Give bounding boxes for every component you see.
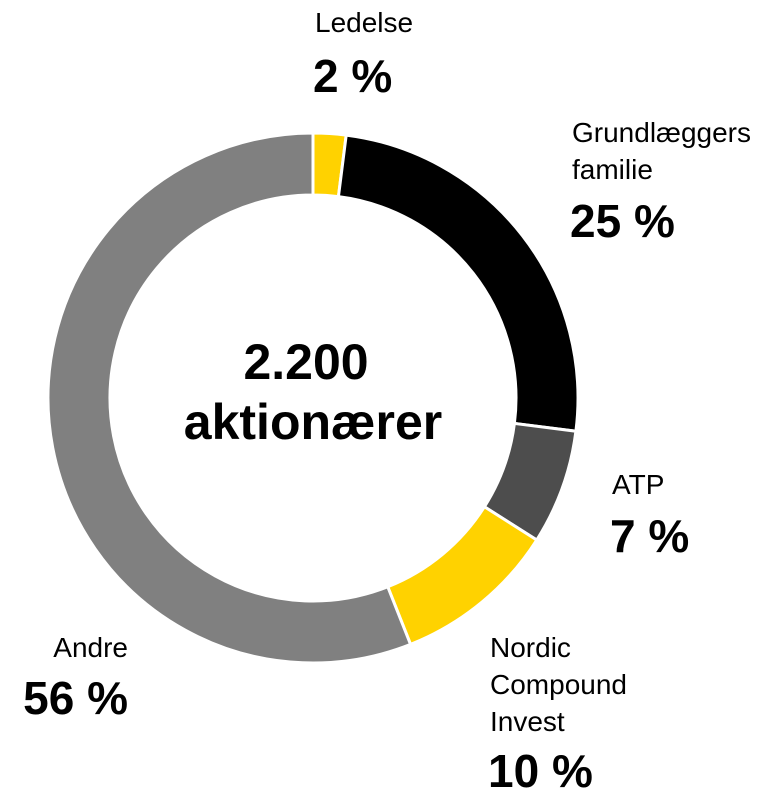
center-text-line: 2.200 bbox=[243, 334, 382, 390]
slice-name: Andre bbox=[53, 632, 128, 663]
slice-name: Grundlæggers familie bbox=[572, 117, 759, 185]
slice-name-line: Invest bbox=[490, 706, 565, 737]
slice-name: Nordic Compound Invest bbox=[490, 632, 635, 737]
donut-slice bbox=[385, 504, 539, 647]
slice-value: 7 % bbox=[610, 510, 689, 562]
slice-name-line: ATP bbox=[612, 469, 664, 500]
slice-value: 56 % bbox=[23, 672, 128, 724]
slice-name: Ledelse bbox=[315, 7, 413, 38]
center-text-line: aktionærer bbox=[184, 394, 442, 450]
slice-name: ATP bbox=[612, 469, 664, 500]
donut-slice bbox=[46, 131, 413, 665]
slice-name-line: Grundlæggers bbox=[572, 117, 759, 148]
slice-value: 2 % bbox=[313, 50, 392, 102]
slice-value: 25 % bbox=[570, 195, 675, 247]
slice-name-line: Compound bbox=[490, 669, 635, 700]
slice-name-line: Ledelse bbox=[315, 7, 413, 38]
slice-value: 10 % bbox=[488, 745, 593, 797]
slice-name-line: Andre bbox=[53, 632, 128, 663]
slice-name-line: familie bbox=[572, 154, 653, 185]
slice-name-line: Nordic bbox=[490, 632, 579, 663]
center-text: 2.200 aktionærer bbox=[184, 334, 442, 450]
